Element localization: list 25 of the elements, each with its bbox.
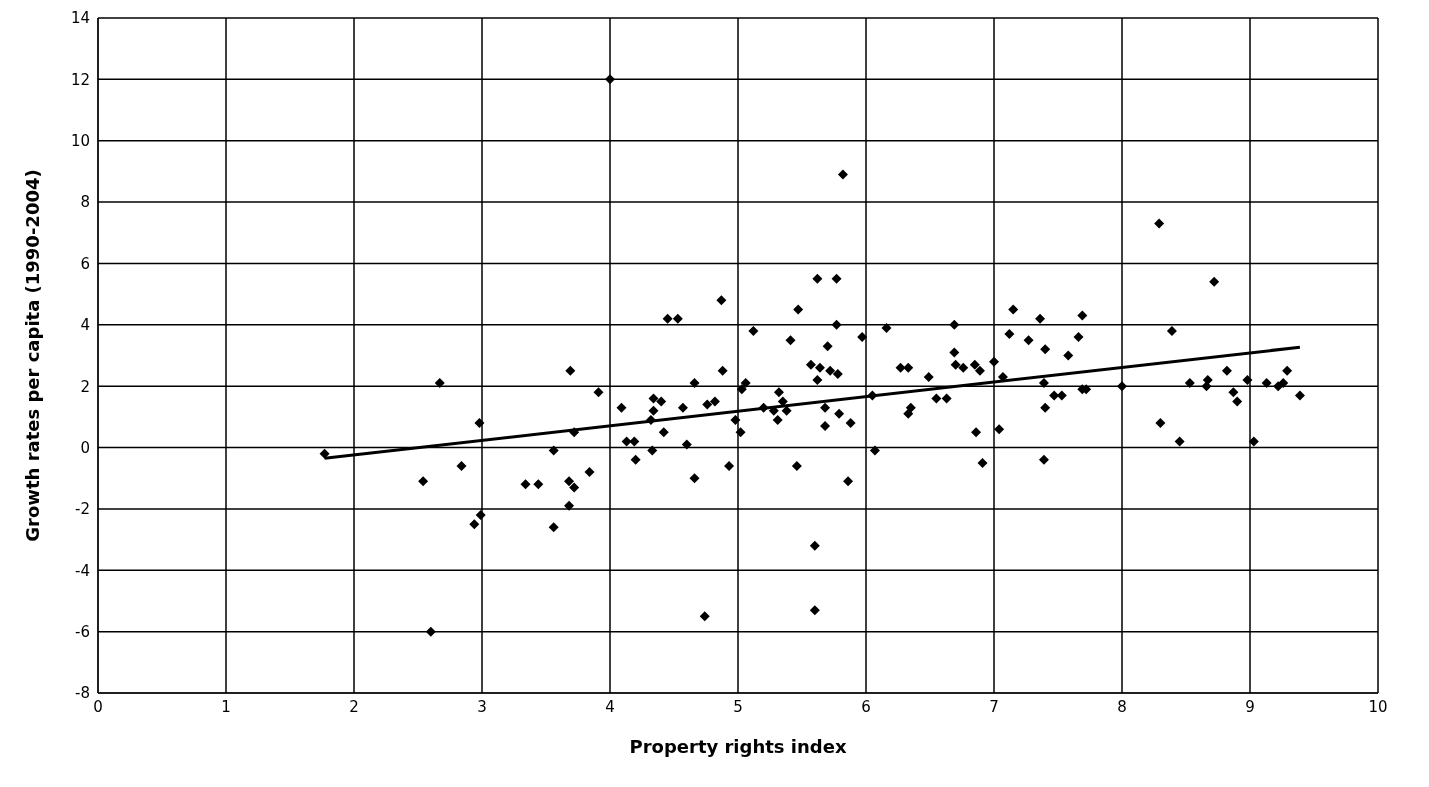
x-tick-label: 2 (349, 697, 359, 716)
x-axis-title: Property rights index (629, 736, 847, 757)
x-tick-label: 0 (93, 697, 103, 716)
y-tick-label: 14 (70, 9, 90, 28)
y-tick-label: 4 (80, 316, 90, 335)
y-tick-label: 8 (80, 193, 90, 212)
y-tick-label: 6 (80, 254, 90, 273)
x-tick-label: 1 (221, 697, 231, 716)
x-tick-label: 4 (605, 697, 615, 716)
y-tick-label: 0 (80, 438, 90, 457)
x-tick-label: 10 (1368, 697, 1388, 716)
x-tick-label: 3 (477, 697, 487, 716)
y-tick-label: -2 (75, 500, 90, 519)
y-tick-label: -4 (75, 561, 90, 580)
y-tick-label: 2 (80, 377, 90, 396)
x-tick-label: 5 (733, 697, 743, 716)
y-tick-label: 10 (70, 132, 90, 151)
x-tick-label: 7 (989, 697, 999, 716)
y-tick-label: 12 (70, 70, 90, 89)
y-tick-label: -6 (75, 622, 90, 641)
x-tick-label: 9 (1245, 697, 1255, 716)
y-axis-title: Growth rates per capita (1990-2004) (22, 169, 44, 542)
x-tick-label: 8 (1117, 697, 1127, 716)
y-tick-label: -8 (75, 684, 90, 703)
x-tick-label: 6 (861, 697, 871, 716)
